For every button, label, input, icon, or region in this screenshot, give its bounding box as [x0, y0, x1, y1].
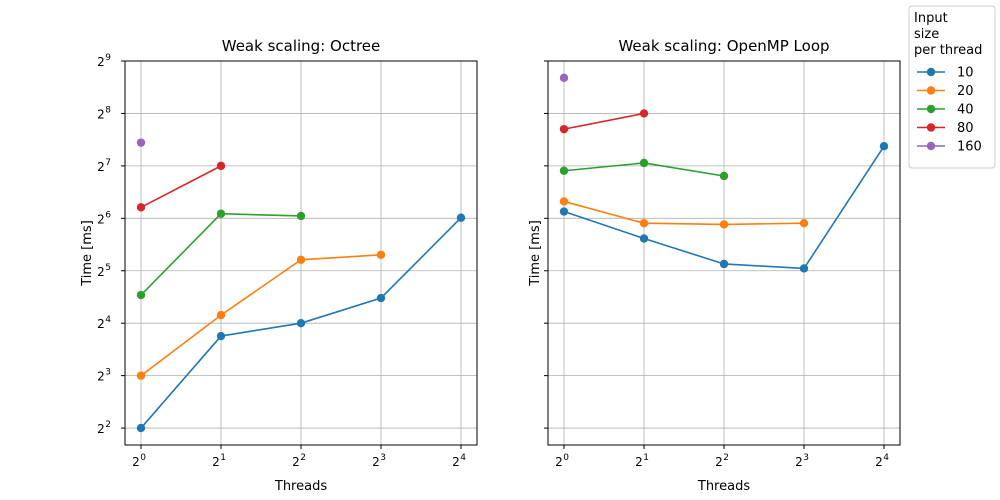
legend-label: 160 [957, 140, 982, 155]
y-tick-label: 24 [97, 315, 111, 331]
y-tick-label: 28 [97, 105, 111, 121]
data-point-20 [296, 255, 306, 264]
data-point-10 [639, 234, 649, 243]
series-160 [559, 73, 569, 83]
data-point-20 [216, 310, 226, 320]
series-10 [559, 142, 889, 273]
data-point-40 [216, 209, 226, 218]
openmp-x-axis-label: Threads [697, 479, 750, 494]
legend-marker [926, 86, 936, 95]
x-tick-label: 23 [795, 453, 809, 469]
data-point-40 [719, 171, 729, 181]
octree-x-axis-label: Threads [274, 479, 327, 494]
x-tick-label: 22 [715, 453, 729, 469]
legend-marker [926, 104, 936, 114]
data-point-20 [639, 218, 649, 228]
data-point-20 [136, 371, 146, 380]
y-tick-label: 27 [97, 158, 111, 174]
x-tick-label: 24 [452, 453, 466, 469]
legend-title-line: size [914, 27, 939, 42]
data-point-20 [559, 197, 569, 206]
legend-entry-10: 10 [917, 66, 974, 81]
data-point-20 [799, 218, 809, 228]
series-40 [559, 158, 729, 181]
series-line-20 [563, 200, 805, 226]
data-point-10 [216, 331, 226, 341]
x-tick-label: 22 [292, 453, 306, 469]
legend-title-line: per thread [914, 43, 982, 58]
openmp-chart-title: Weak scaling: OpenMP Loop [618, 37, 829, 55]
grid [125, 60, 477, 445]
series-80 [136, 161, 226, 212]
data-point-80 [216, 161, 226, 171]
series-20 [136, 250, 386, 380]
y-tick-label: 25 [97, 263, 111, 279]
legend-entry-40: 40 [917, 103, 974, 118]
data-point-10 [719, 259, 729, 269]
legend-marker [926, 67, 936, 77]
legend-marker [926, 141, 936, 151]
openmp-y-axis-label: Time [ms] [528, 220, 543, 287]
data-point-10 [456, 213, 466, 222]
x-tick-label: 20 [132, 453, 146, 469]
x-tick-label: 20 [555, 453, 569, 469]
y-tick-label: 29 [97, 53, 111, 69]
legend-title-line: Input [914, 11, 948, 26]
y-tick-label: 22 [97, 420, 111, 436]
data-point-20 [376, 250, 386, 260]
data-point-10 [559, 207, 569, 216]
octree-axes: Weak scaling: Octree Threads Time [ms] 2… [80, 37, 478, 494]
data-point-40 [559, 166, 569, 175]
legend-entry-160: 160 [917, 140, 982, 155]
data-point-40 [639, 158, 649, 168]
legend-marker [926, 123, 936, 132]
legend-label: 80 [957, 121, 974, 136]
data-point-10 [376, 293, 386, 303]
legend-label: 10 [957, 66, 974, 81]
grid [548, 60, 900, 445]
data-point-10 [879, 142, 889, 151]
data-point-40 [296, 211, 306, 221]
legend-label: 40 [957, 103, 974, 118]
data-point-40 [136, 290, 146, 300]
x-tick-label: 21 [212, 453, 226, 469]
series-20 [559, 197, 809, 229]
data-point-10 [136, 423, 146, 433]
series-line-20 [140, 254, 382, 377]
series-line-80 [140, 165, 222, 209]
x-tick-label: 21 [635, 453, 649, 469]
octree-y-axis-label: Time [ms] [80, 220, 95, 287]
data-point-80 [639, 109, 649, 118]
openmp-axes: Weak scaling: OpenMP Loop Threads Time [… [528, 37, 901, 494]
series-160 [136, 138, 146, 147]
legend-entry-80: 80 [917, 121, 974, 136]
y-tick-label: 26 [97, 210, 111, 226]
series-10 [136, 213, 466, 433]
series-40 [136, 209, 306, 300]
data-point-20 [719, 220, 729, 229]
data-point-80 [559, 124, 569, 134]
data-point-80 [136, 203, 146, 212]
x-tick-label: 23 [372, 453, 386, 469]
data-point-160 [559, 73, 569, 83]
legend-entry-20: 20 [917, 84, 974, 99]
x-tick-label: 24 [875, 453, 889, 469]
data-point-10 [296, 318, 306, 328]
y-tick-label: 23 [97, 368, 111, 384]
data-point-10 [799, 264, 809, 273]
octree-chart-title: Weak scaling: Octree [222, 37, 381, 55]
series-line-80 [563, 112, 645, 130]
data-point-160 [136, 138, 146, 147]
series-80 [559, 109, 649, 134]
legend-label: 20 [957, 84, 974, 99]
